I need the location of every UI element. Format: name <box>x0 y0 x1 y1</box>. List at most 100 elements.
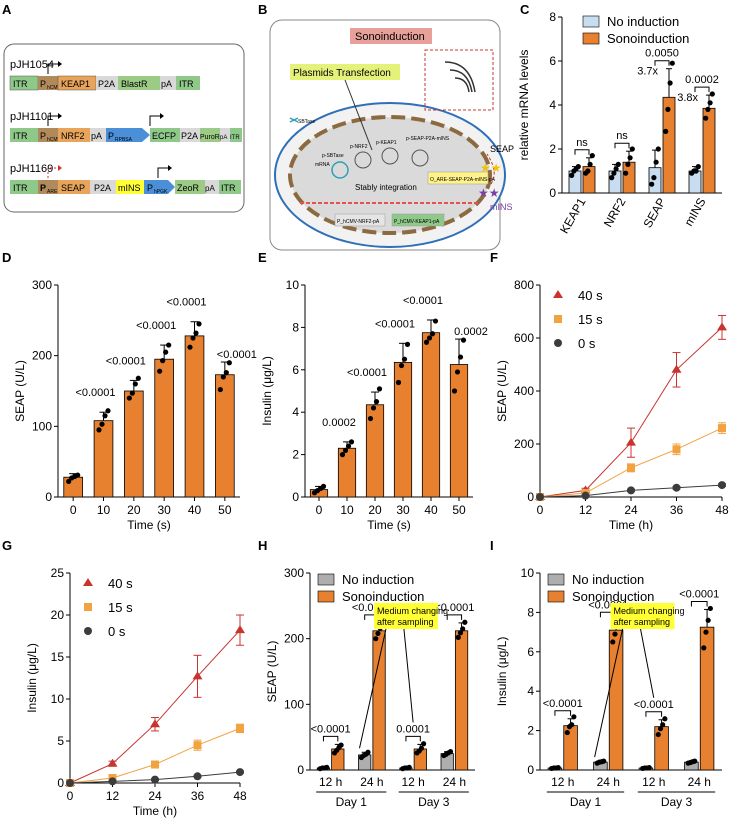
part-itr: ITR <box>13 183 28 193</box>
p-value-label: <0.0001 <box>347 367 387 379</box>
part-p2a: P2A <box>181 131 198 141</box>
y-tick-label: 8 <box>527 605 534 619</box>
construct-name-1: pJH1054 <box>10 59 54 71</box>
bar <box>449 364 469 498</box>
panel-label-f: F <box>490 250 498 265</box>
x-tick-label: 36 <box>670 503 684 517</box>
data-point <box>105 408 111 414</box>
part-pa: pA <box>161 79 172 89</box>
data-point <box>660 722 666 728</box>
data-point <box>66 779 74 787</box>
data-point <box>395 379 402 386</box>
legend-label: 40 s <box>578 288 603 303</box>
legend-marker <box>83 578 93 586</box>
y-tick-label: 4 <box>549 98 556 112</box>
data-point <box>373 399 380 405</box>
data-point <box>432 318 439 324</box>
data-point <box>365 749 371 755</box>
y-tick-label: 0 <box>527 490 534 504</box>
p-value-label: 0.0002 <box>322 417 356 429</box>
group-label: Day 3 <box>661 795 693 809</box>
y-tick-label: 4 <box>527 684 534 698</box>
part-blastr: BlastR <box>121 79 148 89</box>
data-point <box>611 170 617 176</box>
legend-label: Sonoinduction <box>607 31 689 46</box>
data-point <box>421 741 427 747</box>
panel-a-constructs: pJH1054 ITR P hCMV KEAP1 P2A BlastR pA I… <box>3 43 245 213</box>
data-point <box>423 339 430 345</box>
data-point <box>709 91 715 97</box>
data-point <box>398 362 405 369</box>
y-tick-label: 4 <box>292 405 299 419</box>
promoter-sub: hCMV <box>47 85 62 91</box>
y-axis-label: relative mRNA levels <box>517 50 531 161</box>
p-value-label: <0.0001 <box>543 698 583 710</box>
bar <box>154 358 174 498</box>
data-point <box>629 146 635 152</box>
p-value-label: <0.0001 <box>217 349 257 361</box>
data-point <box>373 636 379 642</box>
x-tick-label: 48 <box>715 503 729 517</box>
data-point <box>718 481 726 490</box>
part-mins: mINS <box>118 183 141 193</box>
data-point <box>460 626 466 632</box>
data-point <box>672 445 681 454</box>
x-tick-label: 50 <box>452 503 466 517</box>
panel-label-d: D <box>2 250 11 265</box>
data-point <box>454 369 461 375</box>
data-point <box>220 374 226 380</box>
data-point <box>96 427 102 433</box>
data-point <box>667 80 673 86</box>
promoter2-sub: RPBSA <box>115 137 133 143</box>
data-point <box>662 716 668 722</box>
bar <box>215 374 235 498</box>
chart-f: 0 200 400 600 800 SEAP (U/L) Time (h) 0 12 24 36 48… <box>495 278 729 532</box>
mins-label: mINS <box>490 202 513 212</box>
cassette-2: P_hCMV-NRF2-pA <box>337 219 380 225</box>
sbtase-label: SBTase <box>298 119 315 125</box>
part-p2a: P2A <box>98 79 115 89</box>
data-point <box>320 483 327 489</box>
x-tick-label: 50 <box>218 503 232 517</box>
legend-label: 40 s <box>108 576 133 591</box>
p-value-label: <0.0001 <box>136 320 176 332</box>
x-tick-label: 20 <box>368 503 382 517</box>
construct-name-3: pJH1169 <box>10 163 53 175</box>
part-promoter: P <box>40 131 46 141</box>
data-point <box>581 491 590 500</box>
legend-swatch <box>547 590 565 603</box>
y-tick-label: 2 <box>549 142 556 156</box>
x-tick-label: KEAP1 <box>557 195 589 236</box>
part-pa: pA <box>205 184 215 193</box>
data-point <box>406 764 412 770</box>
p-value-label: <0.0001 <box>679 588 719 600</box>
data-point <box>625 161 631 167</box>
y-axis-label: SEAP (U/L) <box>13 360 27 422</box>
data-point <box>655 146 661 152</box>
data-point <box>672 483 681 492</box>
significance-bracket <box>574 149 590 155</box>
bar <box>93 420 114 498</box>
data-point <box>457 354 464 360</box>
y-tick-label: 300 <box>32 278 52 292</box>
x-tick-label: 12 h <box>401 775 424 789</box>
data-point <box>342 447 349 453</box>
y-tick-label: 6 <box>549 54 556 68</box>
chart-i: 0 2 4 6 8 10 Insulin (μg/L) 12 h <0.0001 24 h <0.0… <box>495 566 722 809</box>
data-point <box>455 634 461 640</box>
x-tick-label: 12 <box>579 503 593 517</box>
data-point <box>66 478 72 485</box>
data-point <box>404 341 411 347</box>
note-box <box>373 603 438 629</box>
y-tick-label: 6 <box>292 363 299 377</box>
p-value-label: ns <box>616 130 628 142</box>
part-itr-end: ITR <box>230 135 240 141</box>
x-tick-label: 24 h <box>360 775 383 789</box>
mrna-label: mRNA <box>315 162 330 168</box>
data-point <box>705 617 711 623</box>
data-point <box>651 175 657 181</box>
y-tick-label: 800 <box>514 278 534 292</box>
legend-label: No induction <box>607 14 679 29</box>
panel-label-g: G <box>2 538 12 553</box>
x-tick-label: 36 <box>191 789 205 803</box>
